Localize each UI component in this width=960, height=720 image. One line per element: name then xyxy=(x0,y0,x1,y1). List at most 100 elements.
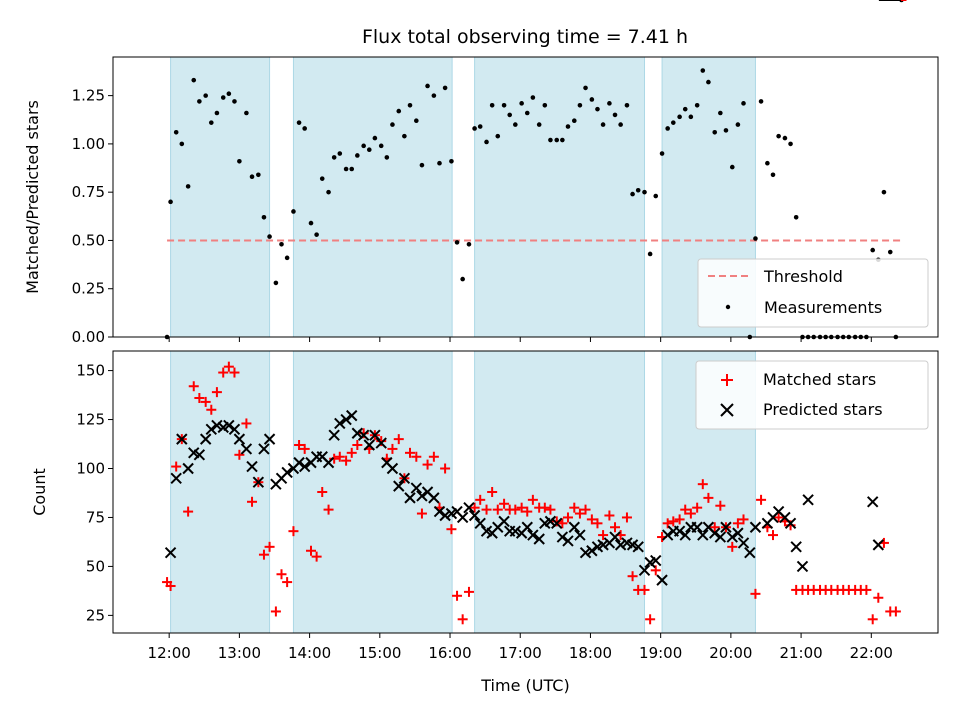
predicted-star-point xyxy=(240,443,253,455)
predicted-star-point xyxy=(784,517,797,530)
measurement-point xyxy=(226,91,232,96)
top-x-ticks xyxy=(168,337,872,342)
bottom-y-tick-label-2: 75 xyxy=(86,508,105,526)
predicted-star-point xyxy=(579,547,592,559)
measurement-point xyxy=(472,126,477,131)
predicted-star-point xyxy=(638,564,651,577)
predicted-star-point xyxy=(416,490,428,502)
measurement-point xyxy=(372,135,378,141)
matched-star-point xyxy=(574,508,585,519)
predicted-star-point xyxy=(205,423,218,436)
measurement-point xyxy=(659,151,665,156)
predicted-star-point xyxy=(732,527,744,539)
measurement-point xyxy=(706,79,711,85)
predicted-star-point xyxy=(463,501,475,514)
matched-star-point xyxy=(211,387,222,398)
matched-star-point xyxy=(282,577,293,588)
matched-star-point xyxy=(258,549,269,560)
measurement-point xyxy=(612,112,618,118)
predicted-star-point xyxy=(586,545,598,557)
measurement-point xyxy=(870,247,876,253)
x-tick-label-10: 22:00 xyxy=(850,644,893,662)
matched-star-point xyxy=(499,498,510,509)
measurement-point xyxy=(366,147,372,152)
measurement-point xyxy=(788,141,793,147)
top-y-tick-label-4: 1.00 xyxy=(72,135,105,153)
measurement-point xyxy=(173,130,179,135)
predicted-star-point xyxy=(468,509,481,522)
measurement-point xyxy=(530,95,536,100)
top-y-axis-label: Matched/Predicted stars xyxy=(23,100,42,294)
measurement-point xyxy=(477,124,483,129)
measurement-point xyxy=(214,110,220,116)
matched-star-point xyxy=(200,396,211,407)
predicted-star-point xyxy=(737,537,750,549)
legend-threshold-label: Threshold xyxy=(763,267,843,286)
top-legend-box xyxy=(697,258,929,328)
measurement-point xyxy=(729,164,735,170)
predicted-star-point xyxy=(726,531,738,543)
predicted-star-point xyxy=(521,521,533,533)
predicted-star-point xyxy=(720,521,732,533)
predicted-star-point xyxy=(439,509,451,522)
measurement-point xyxy=(319,176,325,181)
measurement-point xyxy=(449,158,454,164)
measurement-point xyxy=(454,240,460,245)
matched-star-point xyxy=(516,502,527,513)
measurement-point xyxy=(670,120,676,125)
measurement-point xyxy=(589,97,595,102)
matched-star-point xyxy=(867,614,878,625)
matched-star-point xyxy=(334,451,345,462)
matched-star-point xyxy=(387,443,398,454)
measurement-point xyxy=(560,137,565,143)
matched-star-point xyxy=(469,502,480,513)
matched-star-point xyxy=(270,606,281,617)
matched-star-point xyxy=(586,514,597,525)
matched-star-point xyxy=(510,504,521,515)
measurement-point xyxy=(442,85,448,91)
matched-star-point xyxy=(557,518,568,529)
predicted-star-point xyxy=(233,433,246,445)
measurement-point xyxy=(419,162,425,168)
predicted-star-point xyxy=(170,472,182,484)
matched-star-point xyxy=(715,500,726,511)
matched-star-point xyxy=(229,367,240,378)
predicted-star-point xyxy=(176,433,188,445)
matched-star-point xyxy=(241,418,252,429)
top-y-tick-label-2: 0.50 xyxy=(72,231,105,249)
predicted-star-point xyxy=(193,449,206,461)
matched-star-point xyxy=(627,571,638,582)
measurement-point xyxy=(460,276,465,282)
predicted-star-point xyxy=(632,541,644,553)
matched-star-point xyxy=(668,516,679,527)
measurement-point xyxy=(600,122,606,127)
predicted-star-point xyxy=(609,531,621,543)
measurement-point xyxy=(793,214,799,220)
matched-star-point xyxy=(311,551,322,562)
measurement-point xyxy=(595,106,600,112)
predicted-star-point xyxy=(533,533,545,545)
measurement-point xyxy=(407,102,413,108)
measurement-point xyxy=(302,126,307,131)
matched-star-point xyxy=(317,487,328,497)
matched-star-point xyxy=(562,512,573,523)
predicted-star-point xyxy=(410,482,423,494)
measurement-point xyxy=(267,234,272,239)
top-plot-frame xyxy=(112,56,939,338)
x-tick-label-7: 19:00 xyxy=(639,644,682,662)
bottom-shade-2 xyxy=(474,350,646,634)
predicted-star-point xyxy=(263,433,276,445)
measurement-point xyxy=(782,135,788,141)
matched-star-point xyxy=(639,584,650,595)
measurement-point xyxy=(384,155,390,160)
predicted-star-point xyxy=(375,437,387,449)
predicted-star-point xyxy=(498,515,510,528)
measurement-point xyxy=(635,187,641,193)
bottom-y-tick-label-0: 25 xyxy=(86,606,105,624)
measurement-point xyxy=(349,166,355,172)
measurement-point xyxy=(642,189,647,195)
x-tick-label-4: 16:00 xyxy=(428,644,471,662)
bottom-legend-box xyxy=(695,360,929,430)
measurement-point xyxy=(712,130,718,135)
